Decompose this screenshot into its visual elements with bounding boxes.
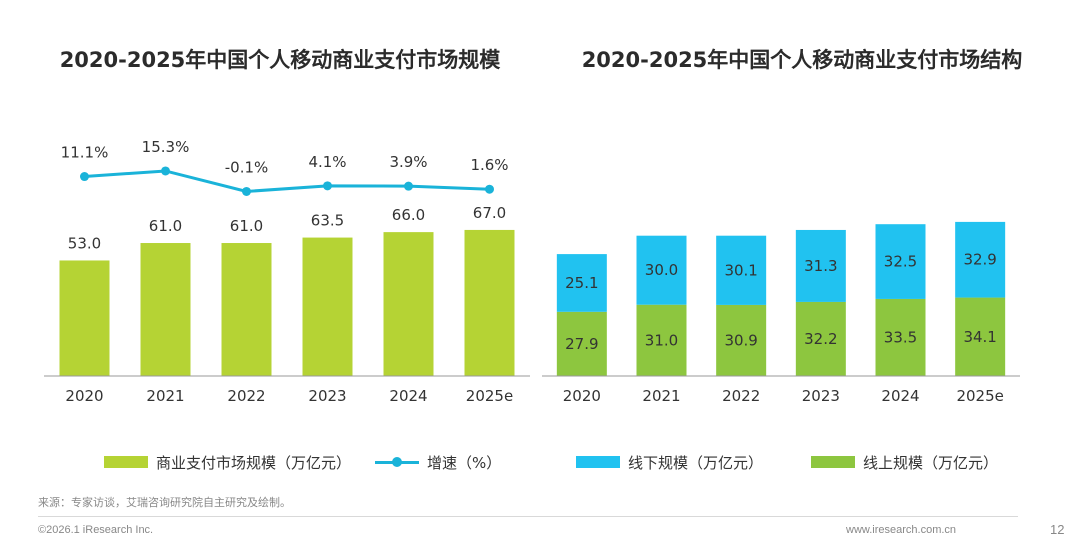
- chart-title-market-size: 2020-2025年中国个人移动商业支付市场规模: [59, 48, 501, 72]
- legend-label-growth: 增速（%）: [427, 453, 502, 472]
- bar-label-market-size-2024: 66.0: [392, 206, 425, 224]
- bar-market-size-2021: [140, 243, 191, 376]
- bar-online-2023: [795, 301, 846, 376]
- legend-swatch-bar: [104, 456, 148, 468]
- legend-right: 线下规模（万亿元） 线上规模（万亿元）: [576, 452, 1022, 472]
- x-tick-right-2025e: 2025e: [956, 387, 1003, 405]
- growth-point-2023: [323, 181, 332, 191]
- bar-label-offline-2024: 32.5: [884, 253, 917, 271]
- x-tick-left-2022: 2022: [227, 387, 265, 405]
- bar-label-market-size-2025e: 67.0: [473, 204, 506, 222]
- bar-label-market-size-2021: 61.0: [149, 217, 182, 235]
- growth-label-2022: -0.1%: [225, 158, 269, 176]
- bar-label-offline-2021: 30.0: [645, 261, 678, 279]
- footer-divider: [38, 516, 1018, 517]
- x-tick-left-2024: 2024: [389, 387, 427, 405]
- bar-label-offline-2025e: 32.9: [963, 251, 996, 269]
- growth-label-2021: 15.3%: [142, 138, 190, 156]
- bar-label-market-size-2022: 61.0: [230, 217, 263, 235]
- legend-item-market-size: 商业支付市场规模（万亿元）: [104, 452, 351, 473]
- bar-market-size-2022: [221, 243, 272, 376]
- bar-offline-2021: [636, 235, 687, 305]
- growth-label-2020: 11.1%: [61, 144, 109, 162]
- legend-item-offline: 线下规模（万亿元）: [576, 452, 763, 473]
- bar-offline-2023: [795, 229, 846, 302]
- growth-label-2024: 3.9%: [389, 153, 427, 171]
- x-tick-right-2024: 2024: [881, 387, 919, 405]
- bar-label-online-2024: 33.5: [884, 328, 917, 346]
- bar-offline-2025e: [955, 221, 1006, 298]
- x-tick-left-2021: 2021: [146, 387, 184, 405]
- legend-item-online: 线上规模（万亿元）: [811, 452, 998, 473]
- x-tick-right-2023: 2023: [802, 387, 840, 405]
- legend-label-offline: 线下规模（万亿元）: [628, 453, 764, 472]
- x-tick-left-2025e: 2025e: [466, 387, 513, 405]
- copyright-text: ©2026.1 iResearch Inc.: [38, 524, 154, 536]
- chart-title-market-structure: 2020-2025年中国个人移动商业支付市场结构: [581, 48, 1023, 72]
- bar-offline-2020: [556, 254, 607, 312]
- growth-point-2024: [404, 181, 413, 191]
- bar-label-online-2022: 30.9: [724, 331, 757, 349]
- website-link[interactable]: www.iresearch.com.cn: [846, 524, 957, 536]
- legend-swatch-online: [811, 456, 856, 468]
- bar-label-market-size-2023: 63.5: [311, 212, 344, 230]
- bar-online-2021: [636, 304, 687, 376]
- growth-line: [84, 169, 490, 193]
- growth-point-2022: [242, 186, 251, 196]
- bar-online-2024: [875, 298, 926, 376]
- legend-label-online: 线上规模（万亿元）: [863, 453, 999, 472]
- growth-point-2025e: [485, 184, 494, 194]
- legend-left: 商业支付市场规模（万亿元） 增速（%）: [104, 452, 525, 472]
- bar-market-size-2020: [59, 260, 110, 376]
- x-tick-left-2020: 2020: [65, 387, 103, 405]
- bar-online-2022: [716, 304, 767, 376]
- bar-label-offline-2023: 31.3: [804, 257, 837, 275]
- page-number: 12: [1050, 522, 1065, 537]
- growth-point-2021: [161, 166, 170, 176]
- bar-online-2025e: [955, 297, 1006, 376]
- legend-swatch-offline: [576, 456, 620, 468]
- bar-offline-2024: [875, 224, 926, 299]
- bar-label-offline-2022: 30.1: [724, 261, 757, 279]
- x-tick-right-2020: 2020: [563, 387, 601, 405]
- bar-label-online-2021: 31.0: [645, 331, 678, 349]
- bar-label-offline-2020: 25.1: [565, 274, 598, 292]
- bar-label-online-2020: 27.9: [565, 335, 598, 353]
- bar-online-2020: [556, 311, 607, 376]
- bar-label-online-2025e: 34.1: [963, 328, 996, 346]
- bar-label-online-2023: 32.2: [804, 330, 837, 348]
- x-tick-left-2023: 2023: [308, 387, 346, 405]
- legend-label-market-size: 商业支付市场规模（万亿元）: [156, 453, 352, 472]
- growth-label-2025e: 1.6%: [470, 156, 508, 174]
- bar-label-market-size-2020: 53.0: [68, 234, 101, 252]
- source-note: 来源：专家访谈，艾瑞咨询研究院自主研究及绘制。: [38, 496, 291, 509]
- x-tick-right-2022: 2022: [722, 387, 760, 405]
- growth-point-2020: [80, 172, 89, 182]
- legend-swatch-line: [375, 456, 420, 468]
- x-tick-right-2021: 2021: [642, 387, 680, 405]
- legend-item-growth: 增速（%）: [375, 452, 501, 473]
- growth-label-2023: 4.1%: [308, 153, 346, 171]
- bar-market-size-2023: [302, 237, 353, 376]
- bar-offline-2022: [716, 235, 767, 305]
- bar-market-size-2024: [383, 232, 434, 376]
- bar-market-size-2025e: [464, 229, 515, 376]
